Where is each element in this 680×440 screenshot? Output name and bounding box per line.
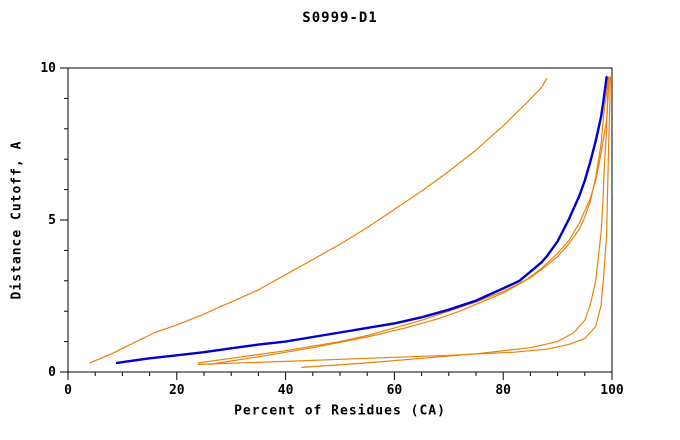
series-model-orange-4 <box>301 76 610 368</box>
y-axis-label: Distance Cutoff, A <box>9 140 25 300</box>
series-model-orange-1 <box>89 77 548 364</box>
x-axis-label: Percent of Residues (CA) <box>234 403 446 419</box>
x-tick-label: 0 <box>64 383 72 398</box>
x-tick-label: 60 <box>387 383 403 398</box>
series-model-blue-main <box>115 75 608 365</box>
x-tick-label: 100 <box>600 383 624 398</box>
x-tick-label: 20 <box>169 383 185 398</box>
series-model-orange-3 <box>208 76 610 365</box>
series-model-orange-5 <box>198 76 612 365</box>
y-tick-label: 10 <box>40 61 56 76</box>
chart-title: S0999-D1 <box>302 10 378 26</box>
x-tick-label: 40 <box>278 383 294 398</box>
y-tick-label: 5 <box>48 213 56 228</box>
x-tick-label: 80 <box>495 383 511 398</box>
series-model-orange-2 <box>198 76 609 364</box>
plot-frame <box>67 67 613 373</box>
y-tick-label: 0 <box>48 365 56 380</box>
